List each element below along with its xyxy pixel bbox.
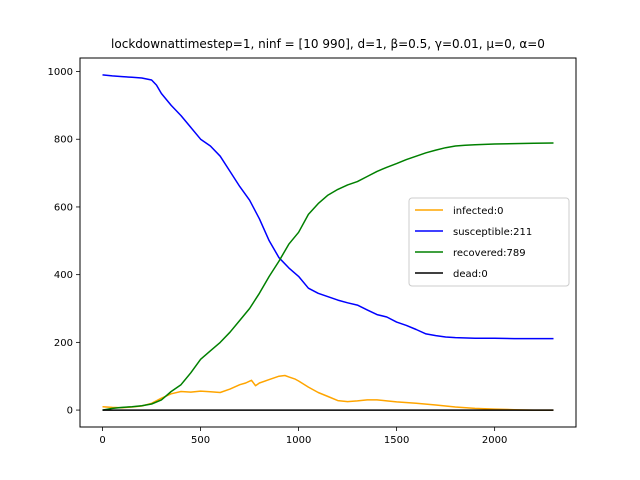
y-tick-label: 400 (54, 270, 73, 281)
series-line-susceptible (102, 74, 554, 340)
y-axis: 0 200 400 600 800 1000 (48, 67, 80, 417)
x-tick-label: 0 (99, 435, 105, 446)
legend-frame (408, 197, 570, 287)
x-tick-label: 2000 (482, 435, 507, 446)
legend-label-recovered: recovered:789 (453, 248, 526, 259)
legend-label-infected: infected:0 (453, 206, 503, 217)
y-tick-label: 800 (54, 135, 73, 146)
series-line-infected (102, 374, 554, 411)
x-tick-label: 1500 (384, 435, 409, 446)
x-tick-label: 1000 (286, 435, 311, 446)
y-tick-label: 0 (67, 406, 73, 417)
x-tick-label: 500 (191, 435, 210, 446)
series-line-recovered (102, 142, 554, 411)
plot-area (102, 74, 554, 411)
chart-title: lockdownattimestep=1, ninf = [10 990], d… (111, 37, 545, 51)
legend-label-susceptible: susceptible:211 (453, 227, 532, 238)
y-tick-label: 1000 (48, 67, 73, 78)
legend-label-dead: dead:0 (453, 269, 488, 280)
y-tick-label: 200 (54, 338, 73, 349)
y-tick-label: 600 (54, 202, 73, 213)
legend: infected:0 susceptible:211 recovered:789 de… (408, 197, 570, 287)
x-axis: 0 500 1000 1500 2000 (99, 427, 507, 446)
axes-frame (79, 57, 577, 428)
